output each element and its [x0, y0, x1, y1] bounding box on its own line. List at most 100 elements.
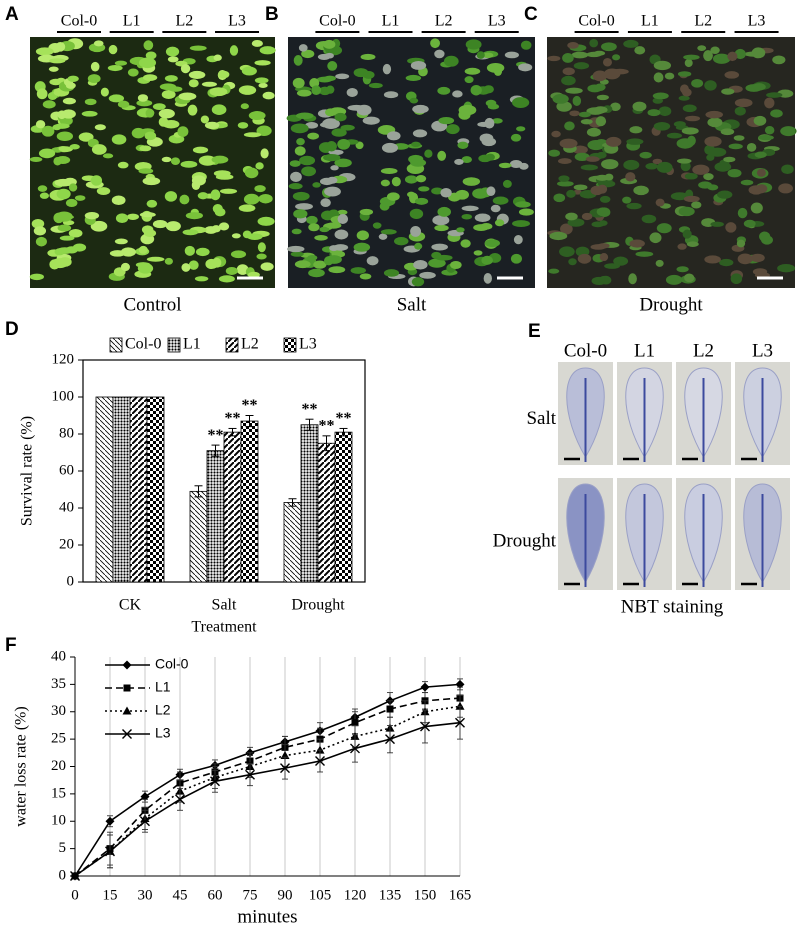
- leaf: [569, 110, 580, 117]
- x-tick-label: 135: [379, 887, 402, 903]
- y-tick-label: 15: [51, 785, 66, 801]
- leaf: [109, 250, 126, 257]
- leaf: [68, 228, 83, 238]
- leaf: [393, 236, 409, 246]
- leaf: [168, 86, 183, 92]
- error-bar: [245, 415, 254, 428]
- y-tick-label: 40: [59, 499, 74, 515]
- x-tick-label: 150: [414, 887, 437, 903]
- leaf: [567, 42, 579, 49]
- leaf: [48, 58, 66, 64]
- legend-label: Col-0: [155, 656, 189, 672]
- bar: [334, 431, 353, 583]
- leaf: [307, 254, 318, 261]
- column-label: Col-0: [61, 13, 97, 30]
- leaf: [734, 98, 753, 108]
- leaf: [734, 48, 746, 60]
- leaf: [142, 74, 158, 81]
- leaf: [296, 89, 312, 97]
- leaf: [383, 91, 399, 99]
- y-tick-label: 60: [59, 462, 74, 478]
- x-tick-label: 15: [103, 887, 118, 903]
- marker: [455, 679, 465, 689]
- leaf: [717, 190, 733, 199]
- leaf: [411, 141, 421, 148]
- leaf: [326, 255, 342, 264]
- significance-label: **: [319, 418, 335, 435]
- leaf: [42, 100, 56, 109]
- y-tick-label: 5: [59, 840, 67, 856]
- leaf: [337, 209, 348, 215]
- legend-label: L1: [183, 336, 201, 353]
- leaf: [187, 104, 198, 116]
- leaf: [96, 187, 111, 196]
- marker-stroke: [140, 816, 150, 827]
- leaf: [38, 148, 56, 159]
- leaf: [170, 157, 181, 166]
- bar: [317, 442, 336, 583]
- leaf: [677, 243, 687, 250]
- leaf: [117, 161, 129, 169]
- leaf: [259, 46, 276, 55]
- marker: [350, 743, 360, 754]
- x-tick-label: 105: [309, 887, 332, 903]
- leaf: [755, 184, 768, 194]
- leaf: [327, 61, 338, 71]
- leaf: [194, 276, 209, 282]
- leaf: [218, 275, 235, 283]
- leaf: [74, 195, 86, 201]
- marker: [386, 705, 394, 713]
- leaf: [231, 233, 241, 239]
- leaf: [494, 219, 505, 227]
- leaf: [145, 51, 157, 60]
- leaf: [664, 72, 675, 80]
- leaf: [181, 263, 191, 272]
- leaf: [681, 127, 699, 135]
- leaf: [405, 74, 422, 82]
- leaf: [305, 122, 319, 129]
- leaf: [359, 208, 374, 216]
- leaf: [573, 184, 588, 191]
- leaf: [707, 184, 719, 191]
- leaf: [306, 215, 318, 225]
- leaf: [704, 80, 717, 91]
- leaf: [409, 208, 424, 219]
- column-label: L1: [382, 13, 400, 30]
- column-label: L1: [641, 13, 659, 30]
- leaf: [383, 269, 400, 277]
- leaf: [141, 225, 154, 234]
- leaf: [448, 192, 461, 202]
- bar: [189, 490, 208, 583]
- leaf: [684, 172, 698, 180]
- leaf: [687, 135, 696, 146]
- leaf: [197, 192, 209, 200]
- leaf: [578, 111, 591, 118]
- leaf: [597, 243, 610, 249]
- leaf: [308, 223, 320, 232]
- leaf: [431, 187, 444, 195]
- leaf: [756, 168, 766, 177]
- leaf: [323, 39, 336, 49]
- leaf: [724, 71, 740, 79]
- leaf: [219, 188, 238, 194]
- legend-label: L2: [241, 336, 259, 353]
- leaf: [601, 42, 617, 52]
- leaf: [641, 214, 657, 224]
- leaf: [778, 183, 793, 194]
- leaf: [218, 222, 230, 231]
- leaf: [656, 223, 672, 234]
- leaf: [484, 239, 500, 248]
- marker: [455, 701, 465, 710]
- leaf: [386, 192, 400, 201]
- leaf: [750, 253, 765, 263]
- leaf: [59, 235, 75, 241]
- leaf: [594, 83, 606, 91]
- leaf: [705, 110, 724, 119]
- leaf: [419, 271, 436, 279]
- leaf: [117, 100, 130, 108]
- leaf: [415, 175, 427, 183]
- leaf: [292, 191, 310, 201]
- leaf: [334, 158, 352, 168]
- leaf: [445, 124, 460, 135]
- leaf: [244, 167, 259, 179]
